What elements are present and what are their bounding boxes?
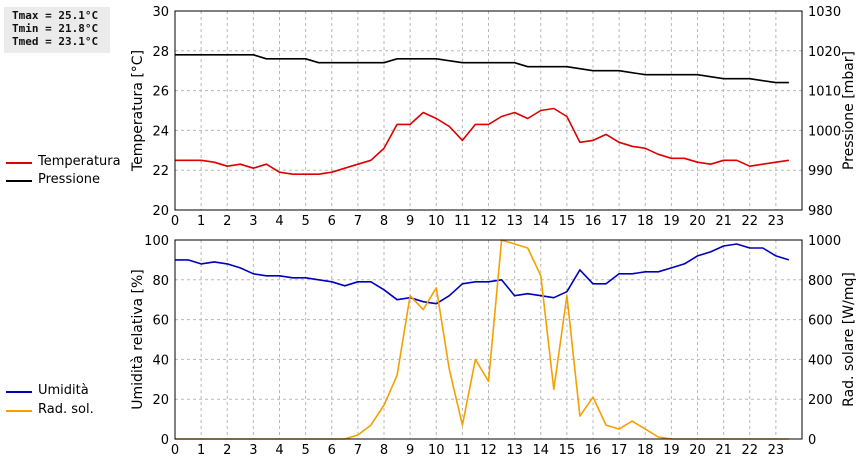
humidity-radiation-x-tick-label: 11 [454, 443, 471, 458]
tmax-stat: Tmax = 25.1°C [12, 9, 99, 22]
temp-pressure-y-tick-label: 26 [152, 85, 169, 100]
temp-pressure-x-tick-label: 0 [171, 214, 179, 229]
humidity-radiation-x-tick-label: 21 [715, 443, 732, 458]
humidity-radiation-x-tick-label: 0 [171, 443, 179, 458]
temp-pressure-x-tick-label: 14 [532, 214, 549, 229]
tmin-stat: Tmin = 21.8°C [12, 22, 99, 35]
temp-pressure-y-axis-title: Temperatura [°C] [130, 50, 146, 172]
temp-pressure-x-tick-label: 11 [454, 214, 471, 229]
humidity-radiation-x-tick-label: 22 [741, 443, 758, 458]
humidity-radiation-y2-axis-title: Rad. solare [W/mq] [841, 272, 857, 407]
humidity-radiation-y-axis-title: Umidità relativa [%] [130, 269, 146, 410]
temp-pressure-x-tick-label: 12 [480, 214, 497, 229]
humidity-radiation-y2-tick-label: 200 [808, 393, 833, 408]
legend-swatch-umidita [6, 391, 32, 393]
humidity-radiation-x-tick-label: 2 [223, 443, 231, 458]
humidity-radiation-y-tick-label: 100 [144, 234, 169, 249]
temp-pressure-x-tick-label: 20 [689, 214, 706, 229]
humidity-radiation-x-tick-label: 7 [354, 443, 362, 458]
temp-pressure-x-tick-label: 4 [275, 214, 283, 229]
temp-pressure-y2-tick-label: 980 [808, 204, 833, 219]
temp-pressure-x-tick-label: 6 [328, 214, 336, 229]
humidity-radiation-y2-tick-label: 400 [808, 353, 833, 368]
temp-pressure-y2-axis-title: Pressione [mbar] [841, 51, 857, 170]
temp-pressure-y2-tick-label: 1010 [808, 85, 841, 100]
humidity-radiation-y-tick-label: 0 [161, 433, 169, 448]
humidity-radiation-x-tick-label: 3 [249, 443, 257, 458]
temp-pressure-x-tick-label: 1 [197, 214, 205, 229]
temp-pressure-y2-tick-label: 990 [808, 164, 833, 179]
temp-pressure-y2-tick-label: 1030 [808, 5, 841, 20]
legend-swatch-temperatura [6, 162, 32, 164]
temp-pressure-x-tick-label: 22 [741, 214, 758, 229]
temp-pressure-x-tick-label: 2 [223, 214, 231, 229]
humidity-radiation-y2-tick-label: 800 [808, 274, 833, 289]
humidity-radiation-x-tick-label: 13 [506, 443, 523, 458]
humidity-radiation-y-tick-label: 20 [152, 393, 169, 408]
temp-pressure-x-tick-label: 7 [354, 214, 362, 229]
legend-rad-sol: Rad. sol. [6, 402, 136, 418]
temp-pressure-x-tick-label: 16 [585, 214, 602, 229]
temp-pressure-y2-tick-label: 1020 [808, 45, 841, 60]
humidity-radiation-x-tick-label: 6 [328, 443, 336, 458]
humidity-radiation-x-tick-label: 1 [197, 443, 205, 458]
temp-pressure-x-tick-label: 18 [637, 214, 654, 229]
humidity-radiation-x-tick-label: 16 [585, 443, 602, 458]
temp-pressure-x-tick-label: 19 [663, 214, 680, 229]
humidity-radiation-x-tick-label: 19 [663, 443, 680, 458]
humidity-radiation-y-tick-label: 60 [152, 314, 169, 329]
legend-label-umidita: Umidità [38, 383, 89, 398]
series-line-pressione [175, 53, 789, 84]
temp-pressure-x-tick-label: 5 [301, 214, 309, 229]
humidity-radiation-plot-frame [174, 239, 803, 440]
humidity-radiation-x-tick-label: 8 [380, 443, 388, 458]
temp-pressure-x-tick-label: 17 [611, 214, 628, 229]
humidity-radiation-x-tick-label: 17 [611, 443, 628, 458]
humidity-radiation-y2-tick-label: 600 [808, 314, 833, 329]
temp-pressure-y-tick-label: 20 [152, 204, 169, 219]
stats-box: Tmax = 25.1°C Tmin = 21.8°C Tmed = 23.1°… [4, 7, 110, 53]
series-line-umidit [175, 243, 790, 305]
legend-umidita: Umidità [6, 383, 136, 399]
legend-swatch-rad-sol [6, 410, 32, 412]
temp-pressure-x-tick-label: 8 [380, 214, 388, 229]
humidity-radiation-x-tick-label: 20 [689, 443, 706, 458]
humidity-radiation-y2-tick-label: 1000 [808, 234, 841, 249]
humidity-radiation-x-tick-label: 23 [768, 443, 785, 458]
temp-pressure-x-tick-label: 9 [406, 214, 414, 229]
temp-pressure-y-tick-label: 22 [152, 164, 169, 179]
humidity-radiation-y2-tick-label: 0 [808, 433, 816, 448]
humidity-radiation-x-tick-label: 18 [637, 443, 654, 458]
humidity-radiation-y-tick-label: 40 [152, 353, 169, 368]
series-line-rad-sol [175, 239, 789, 440]
humidity-radiation-x-tick-label: 14 [532, 443, 549, 458]
legend-label-rad-sol: Rad. sol. [38, 402, 94, 417]
temp-pressure-x-tick-label: 3 [249, 214, 257, 229]
temp-pressure-plot-frame [174, 10, 803, 211]
temp-pressure-x-tick-label: 15 [559, 214, 576, 229]
humidity-radiation-x-tick-label: 4 [275, 443, 283, 458]
humidity-radiation-x-tick-label: 5 [301, 443, 309, 458]
series-line-temperatura [175, 107, 790, 175]
temp-pressure-y-tick-label: 24 [152, 124, 169, 139]
temp-pressure-x-tick-label: 13 [506, 214, 523, 229]
temp-pressure-x-tick-label: 21 [715, 214, 732, 229]
temp-pressure-x-tick-label: 10 [428, 214, 445, 229]
humidity-radiation-y-tick-label: 80 [152, 274, 169, 289]
legend-label-temperatura: Temperatura [38, 154, 121, 169]
tmed-stat: Tmed = 23.1°C [12, 35, 99, 48]
temp-pressure-y-tick-label: 30 [152, 5, 169, 20]
temp-pressure-y2-tick-label: 1000 [808, 124, 841, 139]
humidity-radiation-x-tick-label: 10 [428, 443, 445, 458]
humidity-radiation-x-tick-label: 9 [406, 443, 414, 458]
humidity-radiation-x-tick-label: 12 [480, 443, 497, 458]
legend-temperatura: Temperatura [6, 154, 136, 170]
legend-label-pressione: Pressione [38, 172, 101, 187]
temp-pressure-x-tick-label: 23 [768, 214, 785, 229]
temp-pressure-y-tick-label: 28 [152, 45, 169, 60]
legend-pressione: Pressione [6, 172, 136, 188]
legend-swatch-pressione [6, 180, 32, 182]
humidity-radiation-x-tick-label: 15 [559, 443, 576, 458]
